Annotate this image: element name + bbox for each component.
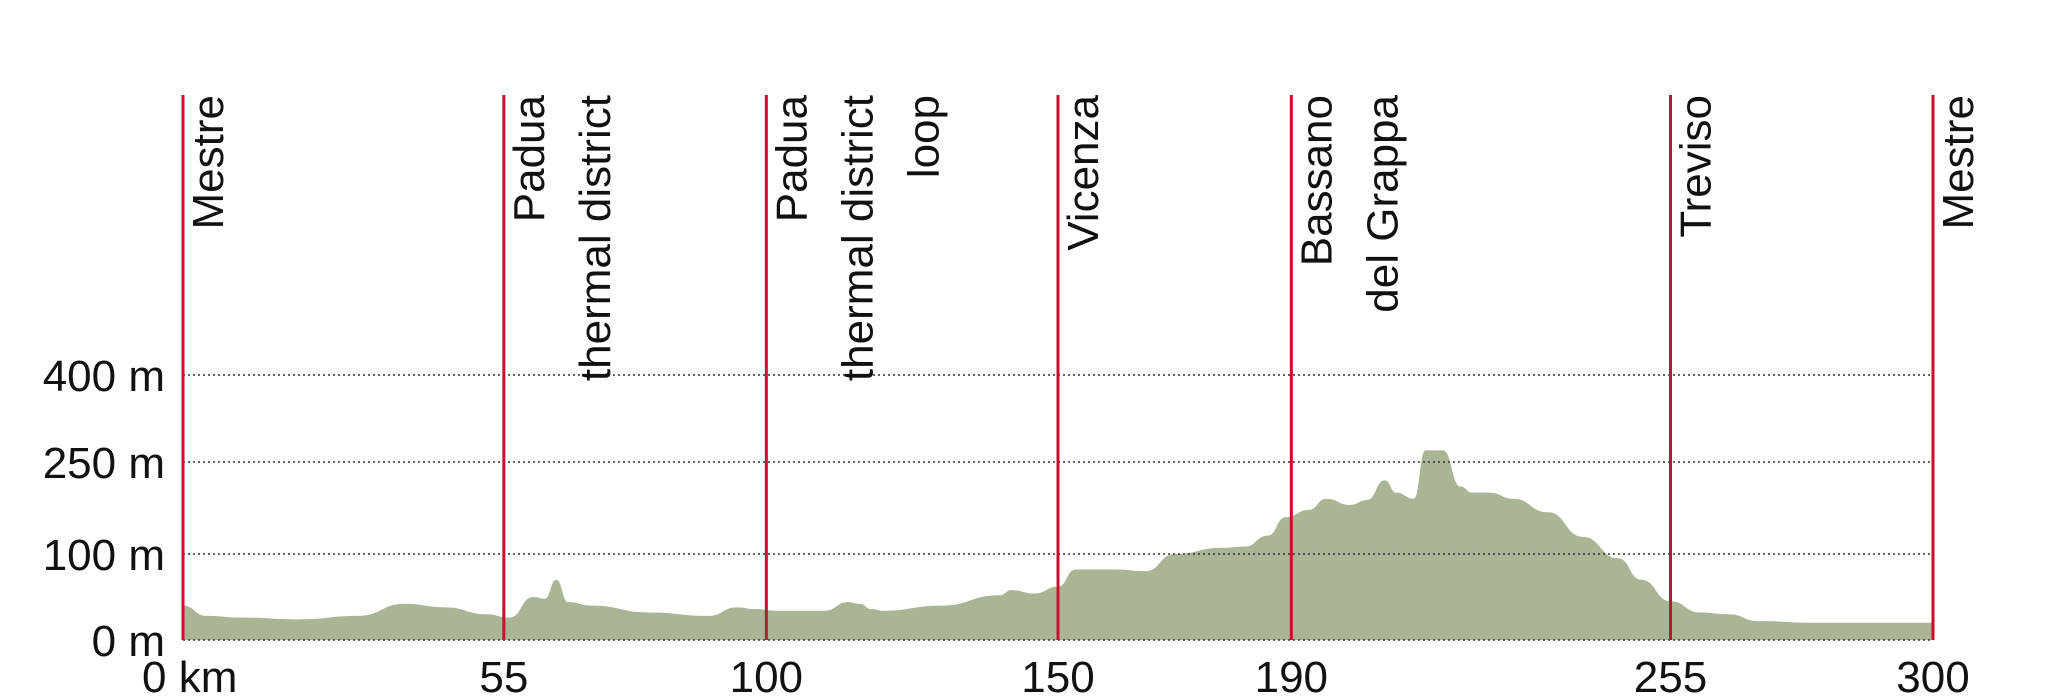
- place-label-1-1: thermal district: [571, 95, 620, 381]
- elevation-area-layer: [183, 450, 1933, 640]
- x-tick-label-0: 0 km: [142, 653, 237, 699]
- place-label-6-0: Mestre: [1934, 95, 1983, 229]
- y-tick-label-250: 250 m: [43, 439, 165, 488]
- place-label-4-0: Bassano: [1292, 95, 1341, 266]
- place-label-2-2: loop: [899, 95, 948, 178]
- place-label-0-0: Mestre: [184, 95, 233, 229]
- y-tick-label-400: 400 m: [43, 352, 165, 401]
- x-tick-label-150: 150: [1021, 653, 1094, 699]
- x-tick-label-255: 255: [1634, 653, 1707, 699]
- y-tick-labels: 0 m 100 m 250 m 400 m: [43, 352, 165, 666]
- elevation-area: [183, 450, 1933, 640]
- place-labels: Mestre Padua thermal district Padua thermal …: [184, 94, 1983, 381]
- x-tick-labels: 0 km 55 100 150 190 255 300: [142, 653, 1970, 699]
- y-tick-label-100: 100 m: [43, 531, 165, 580]
- x-tick-label-190: 190: [1255, 653, 1328, 699]
- x-tick-label-55: 55: [479, 653, 528, 699]
- place-label-1-0: Padua: [505, 94, 554, 222]
- y-tick-label-0: 0 m: [92, 617, 165, 666]
- x-tick-label-300: 300: [1896, 653, 1969, 699]
- place-label-2-1: thermal district: [833, 95, 882, 381]
- distance-markers: [181, 95, 1935, 640]
- place-label-3-0: Vicenza: [1059, 94, 1108, 250]
- place-label-4-1: del Grappa: [1358, 94, 1407, 312]
- place-label-5-0: Treviso: [1672, 95, 1721, 238]
- x-tick-label-100: 100: [730, 653, 803, 699]
- place-label-2-0: Padua: [767, 94, 816, 222]
